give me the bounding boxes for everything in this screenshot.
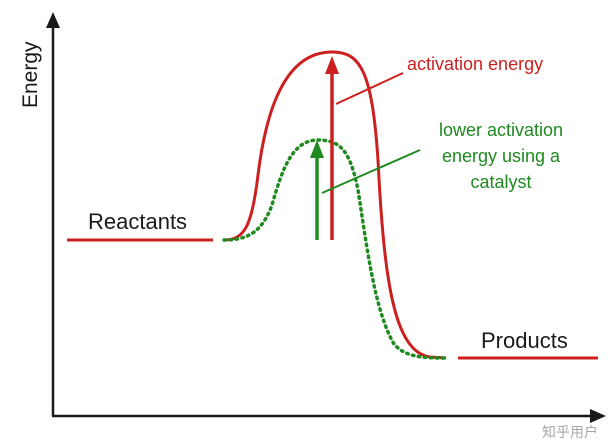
y-axis-label: Energy [19,41,42,108]
watermark-text: 知乎用户 [542,424,598,440]
y-axis-arrowhead [46,12,60,28]
catalyst-label-line2: energy using a [442,146,561,166]
catalyst-label-line1: lower activation [439,120,563,140]
reactants-label: Reactants [88,209,187,234]
uncatalyzed-energy-curve [223,50,447,360]
activation-energy-label: activation energy [407,54,543,74]
x-axis-arrowhead [590,409,606,423]
activation-energy-arrow [325,56,339,240]
catalyst-label-line3: catalyst [470,172,531,192]
catalyzed-energy-curve [222,138,448,360]
catalyzed-activation-arrow [310,140,324,240]
axes [46,12,606,423]
catalyst-pointer [321,149,421,194]
products-label: Products [481,328,568,353]
activation-energy-pointer [335,72,404,105]
